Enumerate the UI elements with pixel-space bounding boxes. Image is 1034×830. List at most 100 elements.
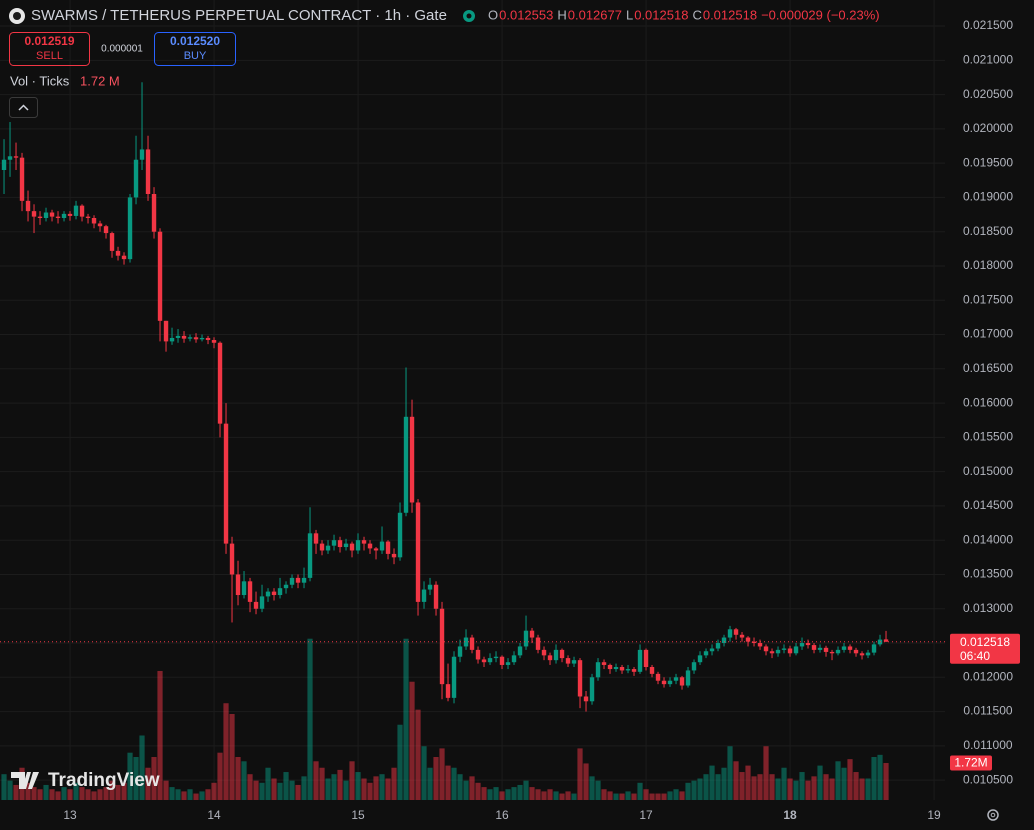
candle-body xyxy=(259,596,265,609)
volume-bar xyxy=(199,791,205,800)
candle-body xyxy=(631,669,637,672)
candle-body xyxy=(709,648,715,652)
market-status-dot xyxy=(466,13,472,19)
candle-body xyxy=(373,548,379,551)
buy-button[interactable] xyxy=(154,32,236,66)
candle-body xyxy=(187,337,193,339)
candle-body xyxy=(151,194,157,232)
volume-bar xyxy=(25,782,31,800)
candle-body xyxy=(271,591,277,596)
volume-bar xyxy=(481,787,487,800)
ohlc-label: L xyxy=(626,7,633,22)
volume-bar xyxy=(145,767,151,800)
candle-body xyxy=(367,543,373,549)
candle-body xyxy=(283,584,289,589)
volume-bar xyxy=(67,789,73,800)
volume-bar xyxy=(91,791,97,800)
candle-body xyxy=(607,664,613,670)
symbol-icon-inner xyxy=(13,12,21,20)
volume-bar xyxy=(865,778,871,800)
candle-body xyxy=(223,423,229,544)
candle-body xyxy=(703,651,709,656)
logo-text: TradingView xyxy=(48,770,160,791)
volume-bar xyxy=(187,789,193,800)
candle-body xyxy=(499,656,505,665)
candle-body xyxy=(265,591,271,597)
candle-body xyxy=(415,502,421,602)
candle-body xyxy=(811,645,817,650)
volume-bar xyxy=(97,789,103,800)
volume-bar xyxy=(577,748,583,800)
candle-body xyxy=(799,643,805,647)
ohlc-value: 0.012518 xyxy=(634,7,688,22)
y-tick-label: 0.013500 xyxy=(963,567,1013,581)
candle-body xyxy=(745,637,751,642)
volume-bar xyxy=(13,784,19,800)
ohlc-label: C xyxy=(692,7,701,22)
candle-body xyxy=(313,533,319,544)
volume-bar xyxy=(517,784,523,800)
candle-body xyxy=(553,649,559,661)
volume-bar xyxy=(379,774,385,800)
volume-bar xyxy=(337,769,343,800)
y-tick-label: 0.012000 xyxy=(963,669,1013,683)
candle-body xyxy=(277,588,283,596)
volume-bar xyxy=(757,774,763,800)
candle-body xyxy=(427,584,433,590)
candle-body xyxy=(469,637,475,650)
volume-bar xyxy=(715,774,721,800)
candle-body xyxy=(385,541,391,554)
volume-bar xyxy=(835,761,841,800)
candle-body xyxy=(565,658,571,664)
collapse-button[interactable] xyxy=(9,97,38,118)
y-tick-label: 0.011500 xyxy=(963,704,1012,718)
volume-bar xyxy=(469,776,475,800)
sell-button[interactable] xyxy=(9,32,90,66)
volume-bar xyxy=(385,778,391,800)
candle-body xyxy=(55,216,61,218)
volume-bar xyxy=(349,761,355,800)
candle-body xyxy=(247,581,253,602)
volume-bar xyxy=(115,784,121,800)
settings-icon[interactable] xyxy=(987,809,999,821)
y-tick-label: 0.010500 xyxy=(963,772,1013,786)
candle-body xyxy=(859,653,865,656)
grid: 0.0105000.0110000.0115000.0120000.012500… xyxy=(0,0,1013,822)
volume-bar xyxy=(811,776,817,800)
candle-body xyxy=(871,644,877,653)
ohlc-value: 0.012553 xyxy=(499,7,553,22)
volume-bar xyxy=(625,791,631,800)
volume-bar xyxy=(133,756,139,800)
candles xyxy=(1,82,889,712)
volume-bar xyxy=(667,791,673,800)
volume-bar xyxy=(493,787,499,800)
y-tick-label: 0.017000 xyxy=(963,327,1013,341)
candle-body xyxy=(847,646,853,650)
candle-body xyxy=(535,637,541,650)
candle-body xyxy=(787,648,793,654)
candle-body xyxy=(1,159,7,171)
volume-bar xyxy=(613,793,619,800)
volume-bar xyxy=(157,670,163,800)
candle-body xyxy=(181,335,187,339)
y-tick-label: 0.020000 xyxy=(963,121,1013,135)
volume-bar xyxy=(709,765,715,800)
volume-bar xyxy=(397,724,403,800)
volume-bar xyxy=(253,780,259,800)
volume-bar xyxy=(637,782,643,800)
volume-bar xyxy=(445,765,451,800)
candle-body xyxy=(517,646,523,656)
candle-body xyxy=(853,649,859,654)
candle-body xyxy=(691,662,697,671)
volume-bar xyxy=(409,681,415,800)
y-tick-label: 0.016000 xyxy=(963,395,1013,409)
volume-bar xyxy=(223,703,229,800)
volume-bar xyxy=(289,780,295,800)
candle-body xyxy=(139,149,145,160)
volume-bar xyxy=(883,763,889,800)
volume-bar xyxy=(511,787,517,800)
y-tick-label: 0.018000 xyxy=(963,258,1013,272)
volume-bar xyxy=(295,784,301,800)
volume-bar xyxy=(7,780,13,800)
candle-body xyxy=(781,648,787,650)
